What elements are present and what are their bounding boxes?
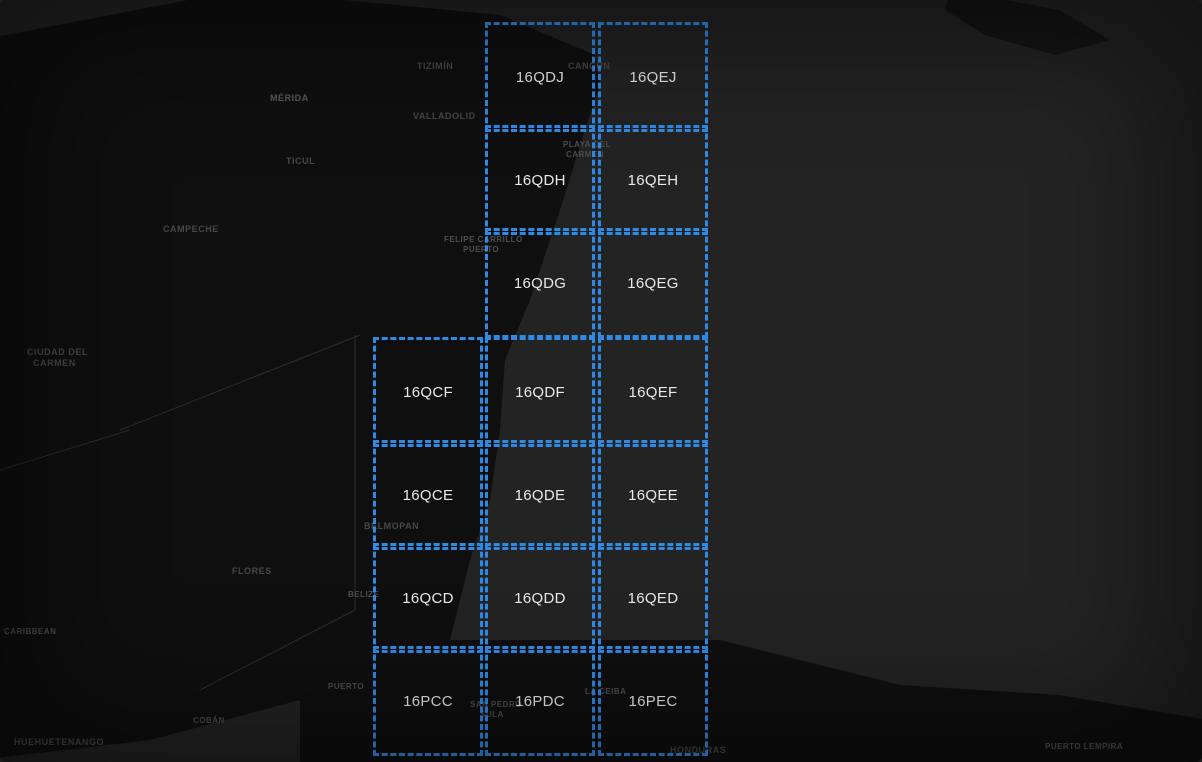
mgrs-tile-16QCD[interactable]: 16QCD <box>373 543 483 653</box>
mgrs-tile-16QDE[interactable]: 16QDE <box>485 440 595 550</box>
mgrs-tile-label: 16QCE <box>403 487 454 504</box>
map-label: PUERTO <box>328 682 364 691</box>
mgrs-tile-16QEJ[interactable]: 16QEJ <box>598 22 708 132</box>
map-label: TIZIMÍN <box>417 61 453 71</box>
mgrs-tile-16QDF[interactable]: 16QDF <box>485 337 595 447</box>
map-label: CAMPECHE <box>163 224 219 234</box>
map-root[interactable]: MÉRIDATIZIMÍNCANCÚNVALLADOLIDTICULPLAYA … <box>0 0 1202 762</box>
map-label: FLORES <box>232 566 272 576</box>
mgrs-tile-label: 16QDJ <box>516 69 564 86</box>
mgrs-tile-label: 16QEG <box>627 275 679 292</box>
mgrs-tile-label: 16QCD <box>402 590 454 607</box>
mgrs-tile-16PEC[interactable]: 16PEC <box>598 646 708 756</box>
map-label: Cobán <box>193 716 225 725</box>
map-label: MÉRIDA <box>270 93 309 103</box>
mgrs-tile-label: 16PDC <box>515 693 565 710</box>
mgrs-tile-label: 16QDG <box>514 275 566 292</box>
mgrs-tile-16QEF[interactable]: 16QEF <box>598 337 708 447</box>
mgrs-tile-16QDJ[interactable]: 16QDJ <box>485 22 595 132</box>
mgrs-tile-16PCC[interactable]: 16PCC <box>373 646 483 756</box>
mgrs-tile-label: 16QEE <box>628 487 678 504</box>
map-label: VALLADOLID <box>413 111 476 121</box>
mgrs-tile-label: 16QDE <box>515 487 566 504</box>
map-label: Caribbean <box>4 627 56 636</box>
map-label: TICUL <box>286 156 315 166</box>
mgrs-tile-16QDH[interactable]: 16QDH <box>485 125 595 235</box>
mgrs-tile-label: 16QDF <box>515 384 565 401</box>
mgrs-tile-label: 16PCC <box>403 693 453 710</box>
mgrs-tile-16QEG[interactable]: 16QEG <box>598 228 708 338</box>
mgrs-tile-label: 16PEC <box>628 693 677 710</box>
map-label: CARMEN <box>33 358 76 368</box>
mgrs-tile-16QDD[interactable]: 16QDD <box>485 543 595 653</box>
mgrs-tile-16QCF[interactable]: 16QCF <box>373 337 483 447</box>
map-label: PUERTO LEMPIRA <box>1045 742 1123 751</box>
mgrs-tile-16QEE[interactable]: 16QEE <box>598 440 708 550</box>
mgrs-tile-16PDC[interactable]: 16PDC <box>485 646 595 756</box>
mgrs-tile-16QEH[interactable]: 16QEH <box>598 125 708 235</box>
mgrs-tile-label: 16QDH <box>514 172 566 189</box>
mgrs-tile-label: 16QED <box>628 590 679 607</box>
mgrs-tile-16QED[interactable]: 16QED <box>598 543 708 653</box>
map-label: CIUDAD DEL <box>27 347 88 357</box>
mgrs-tile-label: 16QEH <box>628 172 679 189</box>
mgrs-tile-16QCE[interactable]: 16QCE <box>373 440 483 550</box>
mgrs-tile-label: 16QEF <box>628 384 677 401</box>
mgrs-tile-label: 16QDD <box>514 590 566 607</box>
map-label: HUEHUETENANGO <box>14 737 104 747</box>
mgrs-tile-label: 16QEJ <box>629 69 676 86</box>
mgrs-tile-label: 16QCF <box>403 384 453 401</box>
mgrs-tile-16QDG[interactable]: 16QDG <box>485 228 595 338</box>
